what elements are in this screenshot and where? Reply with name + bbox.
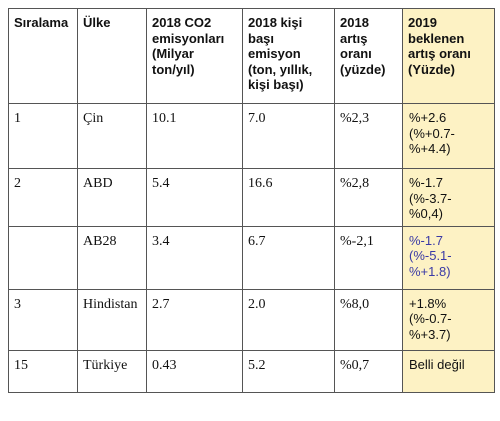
country-cell: AB28 (77, 225, 147, 290)
growth-2019-cell: Belli değil (402, 349, 495, 393)
growth-2019-range-high: %+1.8) (409, 263, 451, 279)
table-row: 1 Çin 10.1 7.0 %2,3 %+2.6 (%+0.7- %+4.4) (8, 103, 495, 169)
co2-cell: 2.7 (146, 288, 243, 351)
per-capita-cell: 2.0 (242, 288, 335, 351)
growth-2019-cell: %+2.6 (%+0.7- %+4.4) (402, 103, 495, 169)
header-row: Sıralama Ülke 2018 CO2 emisyonları (Mily… (8, 8, 495, 104)
growth-2019-cell: +1.8% (%-0.7- %+3.7) (402, 288, 495, 351)
header-country: Ülke (77, 8, 147, 104)
country-cell: ABD (77, 168, 147, 227)
per-capita-cell: 16.6 (242, 168, 335, 227)
header-growth-2019: 2019 beklenen artış oranı (Yüzde) (402, 8, 495, 104)
country-cell: Türkiye (77, 349, 147, 393)
growth-2018-cell: %8,0 (334, 288, 403, 351)
co2-cell: 3.4 (146, 225, 243, 290)
per-capita-cell: 6.7 (242, 225, 335, 290)
growth-2019-range-low: (%-0.7- (409, 311, 452, 326)
growth-2019-value: %-1.7 (409, 232, 443, 248)
growth-2019-cell: %-1.7 (%-3.7- %0,4) (402, 168, 495, 227)
co2-cell: 10.1 (146, 103, 243, 169)
emissions-table: Sıralama Ülke 2018 CO2 emisyonları (Mily… (8, 8, 495, 393)
growth-2019-value: +1.8% (409, 295, 447, 311)
growth-2019-value: %+2.6 (409, 110, 447, 125)
co2-cell: 0.43 (146, 349, 243, 393)
table-row: 2 ABD 5.4 16.6 %2,8 %-1.7 (%-3.7- %0,4) (8, 168, 495, 227)
table-row: 3 Hindistan 2.7 2.0 %8,0 +1.8% (%-0.7- %… (8, 288, 495, 351)
growth-2019-range-high: %+4.4) (409, 141, 451, 156)
growth-2018-cell: %2,3 (334, 103, 403, 169)
per-capita-cell: 5.2 (242, 349, 335, 393)
header-co2-2018: 2018 CO2 emisyonları (Milyar ton/yıl) (146, 8, 243, 104)
emissions-table-container: Sıralama Ülke 2018 CO2 emisyonları (Mily… (8, 8, 495, 393)
rank-cell (8, 225, 78, 290)
growth-2018-cell: %2,8 (334, 168, 403, 227)
growth-2019-value: %-1.7 (409, 175, 443, 190)
growth-2019-range-high: %+3.7) (409, 326, 451, 342)
growth-2018-cell: %-2,1 (334, 225, 403, 290)
rank-cell: 2 (8, 168, 78, 227)
table-row: AB28 3.4 6.7 %-2,1 %-1.7 (%-5.1- %+1.8) (8, 225, 495, 290)
header-rank: Sıralama (8, 8, 78, 104)
rank-cell: 15 (8, 349, 78, 393)
country-cell: Hindistan (77, 288, 147, 351)
growth-2019-value: Belli değil (409, 356, 465, 372)
per-capita-cell: 7.0 (242, 103, 335, 169)
country-cell: Çin (77, 103, 147, 169)
growth-2019-cell: %-1.7 (%-5.1- %+1.8) (402, 225, 495, 290)
growth-2019-range-low: (%-3.7- (409, 190, 452, 206)
growth-2019-range-low: (%-5.1- (409, 248, 452, 263)
growth-2019-range-high: %0,4) (409, 206, 443, 221)
growth-2019-range-low: (%+0.7- (409, 125, 455, 141)
rank-cell: 1 (8, 103, 78, 169)
header-growth-2018: 2018 artış oranı (yüzde) (334, 8, 403, 104)
rank-cell: 3 (8, 288, 78, 351)
growth-2018-cell: %0,7 (334, 349, 403, 393)
table-row: 15 Türkiye 0.43 5.2 %0,7 Belli değil (8, 349, 495, 393)
co2-cell: 5.4 (146, 168, 243, 227)
header-per-capita-2018: 2018 kişi başı emisyon (ton, yıllık, kiş… (242, 8, 335, 104)
